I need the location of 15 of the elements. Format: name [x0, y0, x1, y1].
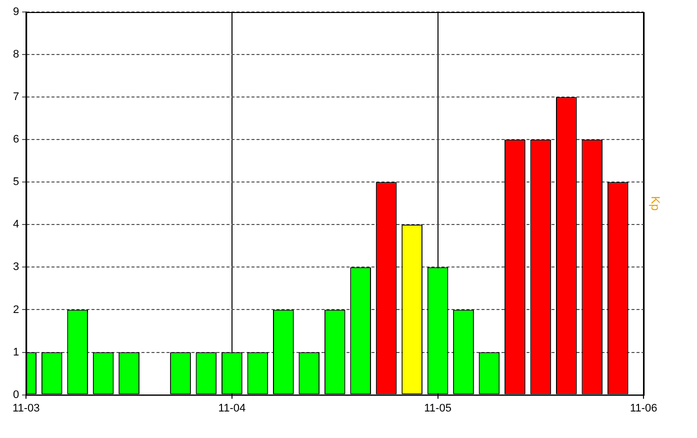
y-axis-title: Kp: [648, 196, 662, 212]
y-tick-label: 2: [12, 304, 20, 316]
y-tick-label: 4: [12, 218, 20, 231]
x-tick-label: 11-04: [218, 402, 246, 414]
y-tick-label: 8: [12, 48, 20, 61]
y-tick-label: 9: [12, 6, 20, 18]
y-tick-label: 7: [12, 91, 20, 104]
y-tick-label: 1: [12, 346, 20, 358]
y-tick-label: 6: [12, 134, 20, 146]
y-tick-label: 3: [12, 261, 20, 274]
y-tick-label: 0: [12, 388, 20, 401]
x-tick-label: 11-06: [630, 402, 658, 414]
x-tick-label: 11-05: [424, 402, 452, 414]
y-tick-label: 5: [12, 176, 20, 188]
x-tick-label: 11-03: [12, 402, 40, 414]
